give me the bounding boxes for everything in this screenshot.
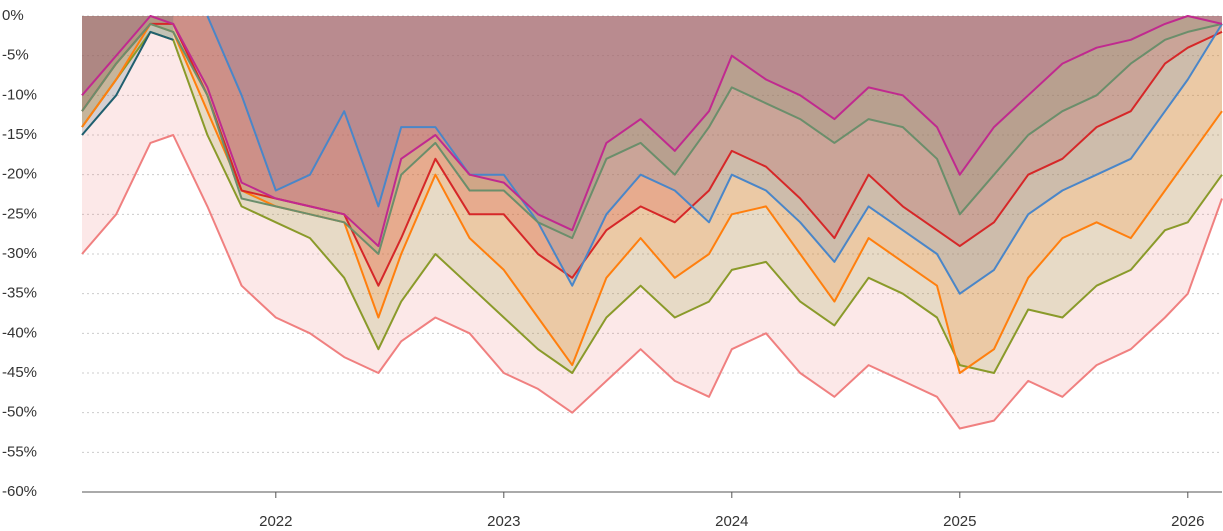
- line: [81, 22, 1223, 287]
- area: [82, 16, 174, 135]
- area: [82, 16, 1222, 254]
- y-tick-label: -55%: [2, 443, 37, 460]
- line: [81, 30, 1223, 374]
- area: [82, 16, 1222, 247]
- line: [206, 15, 1223, 295]
- y-tick-label: -10%: [2, 86, 37, 103]
- y-tick-label: -35%: [2, 285, 37, 302]
- area: [82, 16, 1222, 286]
- line: [81, 22, 1223, 374]
- y-tick-label: -25%: [2, 205, 37, 222]
- y-tick-label: -45%: [2, 364, 37, 381]
- line: [81, 134, 1223, 430]
- x-tick-label: 2023: [487, 513, 520, 530]
- line: [81, 30, 174, 136]
- y-tick-label: -20%: [2, 166, 37, 183]
- y-tick-label: 0%: [2, 7, 24, 24]
- y-tick-label: -5%: [2, 47, 29, 64]
- y-tick-label: -50%: [2, 404, 37, 421]
- y-tick-label: -15%: [2, 126, 37, 143]
- area: [207, 16, 1222, 294]
- x-tick-label: 2026: [1171, 513, 1204, 530]
- y-tick-label: -30%: [2, 245, 37, 262]
- line: [81, 15, 1223, 248]
- line: [81, 22, 1223, 255]
- x-tick-label: 2022: [259, 513, 292, 530]
- y-tick-label: -60%: [2, 483, 37, 500]
- y-tick-label: -40%: [2, 324, 37, 341]
- x-tick-label: 2024: [715, 513, 748, 530]
- x-tick-label: 2025: [943, 513, 976, 530]
